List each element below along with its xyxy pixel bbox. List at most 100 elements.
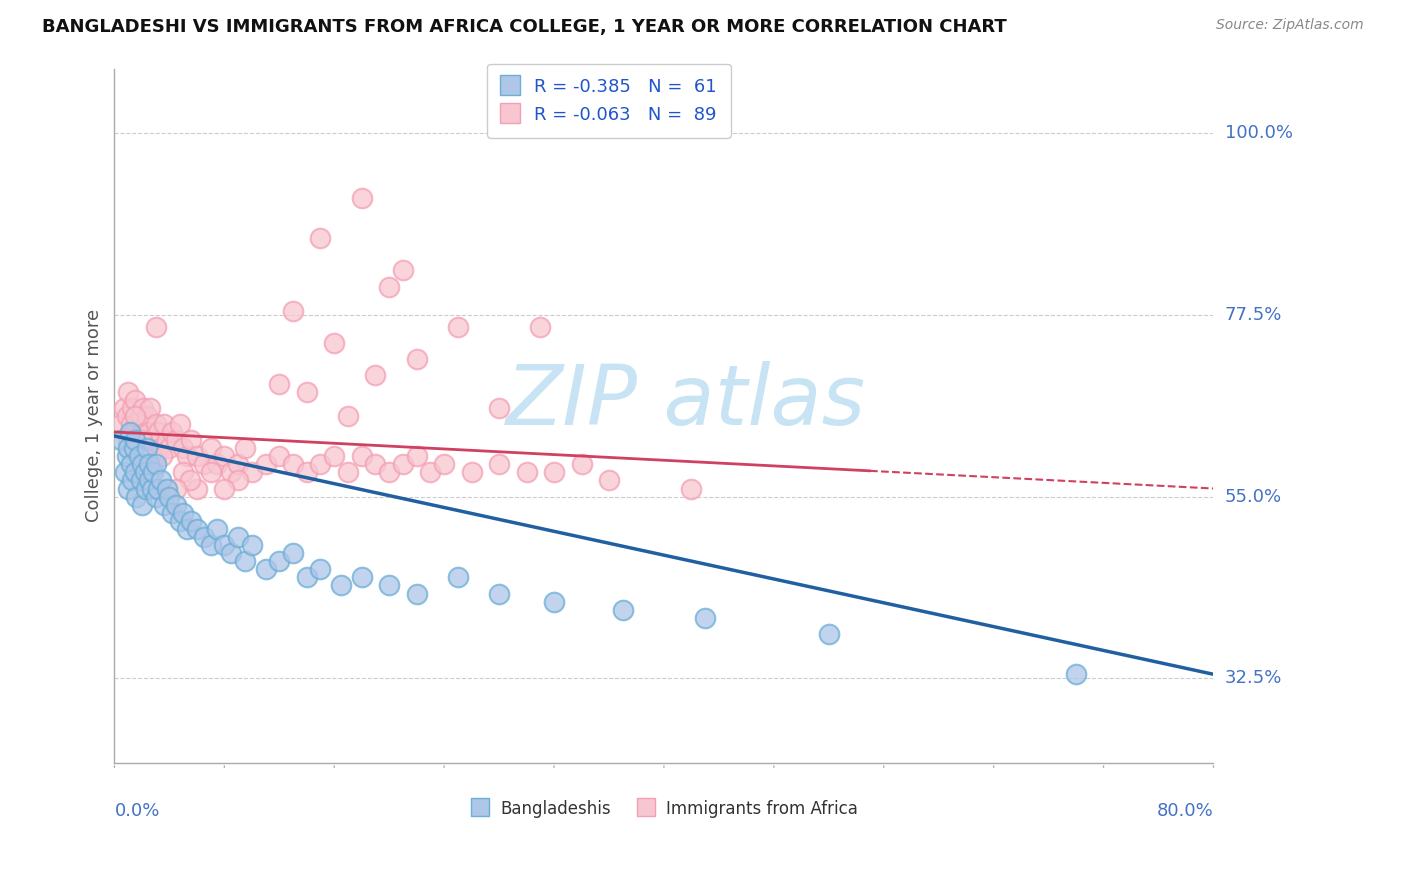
Point: [378, 279, 401, 293]
Point: [336, 409, 359, 423]
Point: [323, 449, 346, 463]
Point: [598, 474, 620, 488]
Point: [419, 466, 441, 480]
Point: [226, 530, 249, 544]
Point: [131, 433, 153, 447]
Point: [110, 417, 132, 431]
Point: [392, 457, 415, 471]
Point: [117, 441, 139, 455]
Point: [214, 538, 236, 552]
Point: [169, 417, 191, 431]
Point: [1064, 667, 1087, 681]
Point: [160, 425, 183, 439]
Point: [350, 449, 373, 463]
Point: [141, 482, 163, 496]
Point: [139, 401, 162, 415]
Y-axis label: College, 1 year or more: College, 1 year or more: [86, 310, 103, 523]
Point: [392, 263, 415, 277]
Point: [145, 457, 167, 471]
Point: [447, 570, 470, 584]
Point: [488, 457, 510, 471]
Point: [180, 433, 202, 447]
Point: [254, 562, 277, 576]
Point: [160, 506, 183, 520]
Point: [128, 433, 150, 447]
Text: ZIP atlas: ZIP atlas: [506, 361, 866, 442]
Point: [129, 474, 152, 488]
Point: [350, 570, 373, 584]
Point: [219, 466, 242, 480]
Point: [309, 231, 332, 245]
Point: [295, 384, 318, 399]
Point: [240, 538, 263, 552]
Point: [281, 457, 304, 471]
Point: [207, 522, 229, 536]
Point: [132, 401, 155, 415]
Point: [405, 449, 427, 463]
Point: [145, 449, 167, 463]
Point: [543, 594, 565, 608]
Point: [117, 433, 139, 447]
Text: BANGLADESHI VS IMMIGRANTS FROM AFRICA COLLEGE, 1 YEAR OR MORE CORRELATION CHART: BANGLADESHI VS IMMIGRANTS FROM AFRICA CO…: [42, 18, 1007, 36]
Point: [134, 466, 156, 480]
Point: [153, 417, 176, 431]
Point: [131, 457, 153, 471]
Point: [150, 474, 173, 488]
Point: [207, 457, 229, 471]
Point: [460, 466, 482, 480]
Point: [136, 409, 159, 423]
Point: [323, 336, 346, 351]
Point: [156, 482, 179, 496]
Point: [138, 457, 160, 471]
Point: [233, 554, 256, 568]
Point: [364, 457, 387, 471]
Text: 100.0%: 100.0%: [1225, 124, 1292, 142]
Point: [488, 586, 510, 600]
Point: [152, 449, 174, 463]
Point: [145, 320, 167, 334]
Point: [115, 449, 138, 463]
Point: [488, 401, 510, 415]
Point: [135, 482, 157, 496]
Point: [115, 409, 138, 423]
Point: [193, 457, 215, 471]
Point: [529, 320, 551, 334]
Point: [200, 538, 222, 552]
Point: [153, 498, 176, 512]
Point: [142, 433, 165, 447]
Point: [169, 514, 191, 528]
Point: [120, 417, 142, 431]
Point: [336, 466, 359, 480]
Point: [309, 562, 332, 576]
Point: [817, 627, 839, 641]
Point: [157, 490, 180, 504]
Point: [121, 474, 143, 488]
Point: [186, 449, 208, 463]
Point: [571, 457, 593, 471]
Point: [176, 449, 198, 463]
Point: [240, 466, 263, 480]
Point: [378, 578, 401, 592]
Point: [226, 457, 249, 471]
Point: [142, 466, 165, 480]
Point: [172, 466, 194, 480]
Point: [200, 441, 222, 455]
Point: [157, 441, 180, 455]
Point: [269, 554, 291, 568]
Point: [405, 352, 427, 367]
Point: [309, 457, 332, 471]
Point: [148, 482, 170, 496]
Point: [233, 441, 256, 455]
Point: [433, 457, 456, 471]
Point: [125, 490, 148, 504]
Point: [269, 449, 291, 463]
Point: [219, 546, 242, 560]
Point: [112, 401, 135, 415]
Text: 32.5%: 32.5%: [1225, 669, 1282, 688]
Point: [172, 441, 194, 455]
Point: [214, 482, 236, 496]
Point: [165, 433, 187, 447]
Point: [200, 466, 222, 480]
Point: [117, 482, 139, 496]
Point: [124, 466, 146, 480]
